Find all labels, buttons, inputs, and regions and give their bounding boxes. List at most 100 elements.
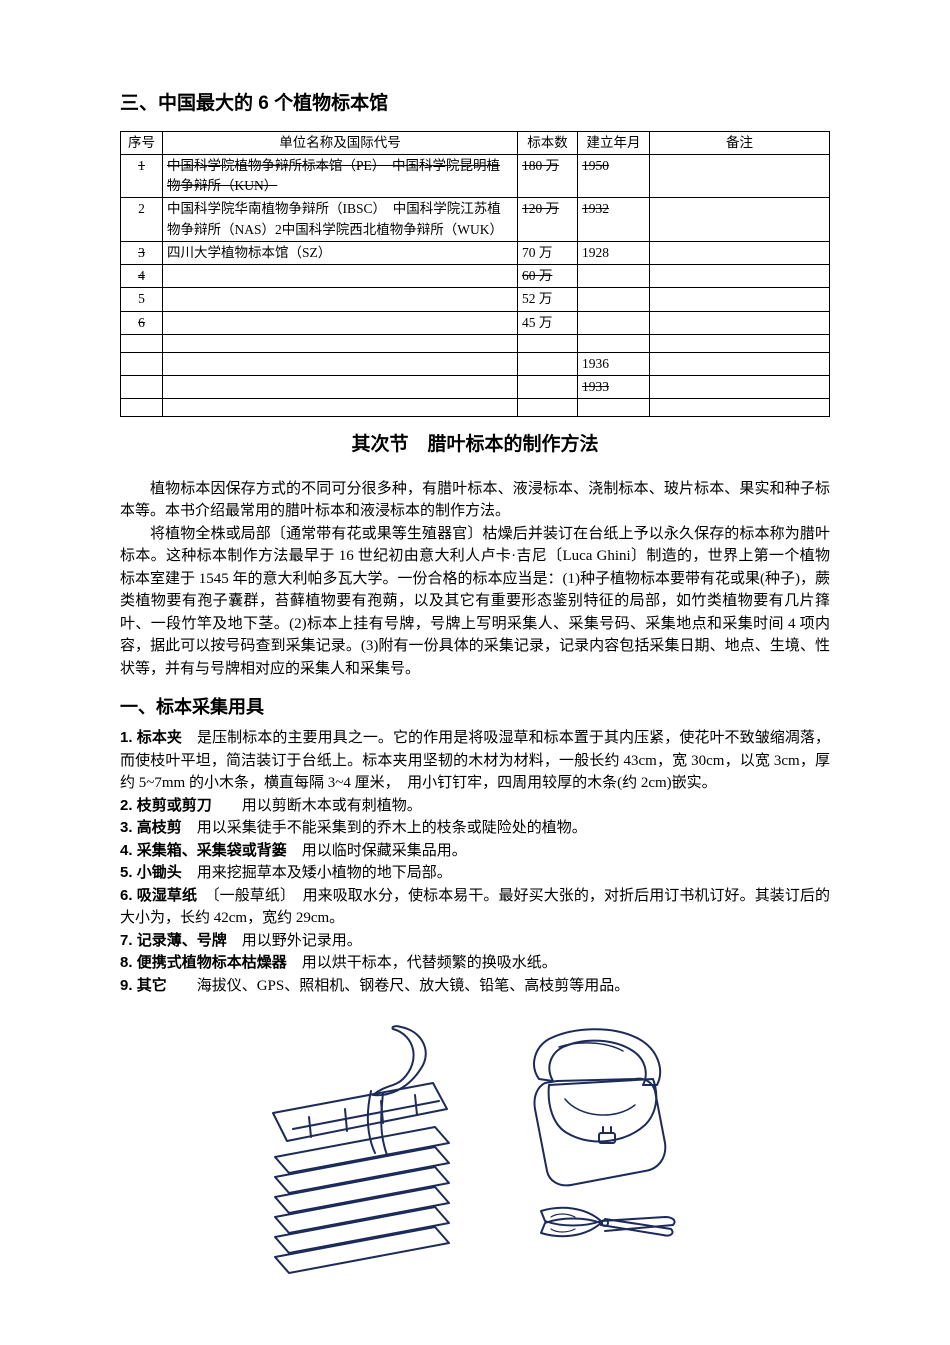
th-year: 建立年月 <box>578 131 650 154</box>
figures-row <box>120 1021 830 1281</box>
table-cell <box>163 399 518 417</box>
tool-item: 8. 便携式植物标本枯燥器 用以烘干标本，代替频繁的换吸水纸。 <box>120 952 830 975</box>
tool-number: 6. <box>120 887 137 904</box>
table-cell: 中国科学院华南植物争辩所（IBSC） 中国科学院江苏植物争辩所（NAS）2中国科… <box>163 198 518 242</box>
tool-item: 5. 小锄头 用来挖掘草本及矮小植物的地下局部。 <box>120 862 830 885</box>
tool-number: 9. <box>120 977 137 994</box>
tool-name: 采集箱、采集袋或背篓 <box>137 842 287 859</box>
table-cell <box>163 288 518 311</box>
table-row: 645 万 <box>121 311 830 334</box>
table-cell <box>121 352 163 375</box>
table-cell <box>650 399 830 417</box>
tool-item: 2. 枝剪或剪刀 用以剪断木本或有刺植物。 <box>120 795 830 818</box>
tool-item: 6. 吸湿草纸 〔一般草纸〕 用来吸取水分，使标本易干。最好买大张的，对折后用订… <box>120 885 830 930</box>
table-cell <box>121 399 163 417</box>
table-cell <box>163 376 518 399</box>
table-cell <box>163 265 518 288</box>
tool-desc: 用以剪断木本或有刺植物。 <box>212 798 422 814</box>
table-cell <box>121 334 163 352</box>
tool-item: 9. 其它 海拔仪、GPS、照相机、钢卷尺、放大镜、铅笔、高枝剪等用品。 <box>120 975 830 998</box>
figure-collecting-bag <box>505 1021 705 1281</box>
tool-number: 8. <box>120 954 137 971</box>
table-row <box>121 399 830 417</box>
table-cell <box>650 265 830 288</box>
table-cell: 1933 <box>578 376 650 399</box>
table-cell: 1950 <box>578 154 650 198</box>
tool-desc: 用以临时保藏采集品用。 <box>287 843 467 859</box>
table-cell: 60 万 <box>518 265 578 288</box>
tool-desc: 用以烘干标本，代替频繁的换吸水纸。 <box>287 955 557 971</box>
tool-name: 记录薄、号牌 <box>137 932 227 949</box>
table-cell <box>518 334 578 352</box>
th-spec: 标本数 <box>518 131 578 154</box>
table-cell <box>518 399 578 417</box>
table-cell: 四川大学植物标本馆（SZ） <box>163 241 518 264</box>
table-cell: 180 万 <box>518 154 578 198</box>
table-cell <box>650 334 830 352</box>
table-cell <box>518 376 578 399</box>
herbarium-table: 序号 单位名称及国际代号 标本数 建立年月 备注 1中国科学院植物争辩所标本馆（… <box>120 131 830 418</box>
table-cell <box>578 311 650 334</box>
tool-number: 2. <box>120 797 137 814</box>
table-cell: 3 <box>121 241 163 264</box>
table-cell <box>650 241 830 264</box>
bag-drawing <box>534 1029 675 1236</box>
section-title: 三、中国最大的 6 个植物标本馆 <box>120 90 830 119</box>
table-cell: 52 万 <box>518 288 578 311</box>
tool-desc: 用来挖掘草本及矮小植物的地下局部。 <box>182 865 452 881</box>
table-cell: 6 <box>121 311 163 334</box>
table-cell: 5 <box>121 288 163 311</box>
table-cell: 2 <box>121 198 163 242</box>
table-cell <box>578 288 650 311</box>
tool-name: 标本夹 <box>137 729 182 746</box>
table-cell <box>578 399 650 417</box>
table-cell: 1936 <box>578 352 650 375</box>
table-cell <box>578 334 650 352</box>
subsection-title: 其次节 腊叶标本的制作方法 <box>120 431 830 460</box>
table-cell <box>518 352 578 375</box>
table-cell <box>650 154 830 198</box>
table-cell <box>163 334 518 352</box>
th-note: 备注 <box>650 131 830 154</box>
tool-name: 高枝剪 <box>137 819 182 836</box>
table-row: 4 60 万 <box>121 265 830 288</box>
table-cell: 70 万 <box>518 241 578 264</box>
tool-desc: 用以野外记录用。 <box>227 933 362 949</box>
table-cell <box>121 376 163 399</box>
tool-number: 7. <box>120 932 137 949</box>
table-cell <box>650 198 830 242</box>
figure-specimen-press <box>245 1021 465 1281</box>
tool-name: 枝剪或剪刀 <box>137 797 212 814</box>
table-cell <box>163 311 518 334</box>
table-cell: 中国科学院植物争辩所标本馆（PE） 中国科学院昆明植物争辩所（KUN） <box>163 154 518 198</box>
tool-number: 3. <box>120 819 137 836</box>
paragraph-intro-2: 将植物全株或局部〔通常带有花或果等生殖器官〕枯燥后并装订在台纸上予以永久保存的标… <box>120 523 830 681</box>
tool-desc: 是压制标本的主要用具之一。它的作用是将吸湿草和标本置于其内压紧，使花叶不致皱缩凋… <box>120 730 830 791</box>
table-header-row: 序号 单位名称及国际代号 标本数 建立年月 备注 <box>121 131 830 154</box>
tool-number: 4. <box>120 842 137 859</box>
table-cell: 4 <box>121 265 163 288</box>
tools-title: 一、标本采集用具 <box>120 694 830 721</box>
tool-desc: 海拔仪、GPS、照相机、钢卷尺、放大镜、铅笔、高枝剪等用品。 <box>167 978 630 994</box>
table-cell: 1932 <box>578 198 650 242</box>
table-row: 2中国科学院华南植物争辩所（IBSC） 中国科学院江苏植物争辩所（NAS）2中国… <box>121 198 830 242</box>
tool-item: 4. 采集箱、采集袋或背篓 用以临时保藏采集品用。 <box>120 840 830 863</box>
tool-desc: 〔一般草纸〕 用来吸取水分，使标本易干。最好买大张的，对折后用订书机订好。其装订… <box>120 888 830 927</box>
table-cell <box>650 352 830 375</box>
tool-item: 3. 高枝剪 用以采集徒手不能采集到的乔木上的枝条或陡险处的植物。 <box>120 817 830 840</box>
tool-number: 5. <box>120 864 137 881</box>
table-row: 1933 <box>121 376 830 399</box>
table-cell: 1928 <box>578 241 650 264</box>
tool-item: 1. 标本夹 是压制标本的主要用具之一。它的作用是将吸湿草和标本置于其内压紧，使… <box>120 727 830 795</box>
th-name: 单位名称及国际代号 <box>163 131 518 154</box>
tool-name: 小锄头 <box>137 864 182 881</box>
table-row <box>121 334 830 352</box>
table-cell <box>578 265 650 288</box>
table-cell <box>650 311 830 334</box>
tool-item: 7. 记录薄、号牌 用以野外记录用。 <box>120 930 830 953</box>
table-row: 3四川大学植物标本馆（SZ）70 万1928 <box>121 241 830 264</box>
tool-number: 1. <box>120 729 137 746</box>
th-idx: 序号 <box>121 131 163 154</box>
tool-list: 1. 标本夹 是压制标本的主要用具之一。它的作用是将吸湿草和标本置于其内压紧，使… <box>120 727 830 997</box>
table-row: 1中国科学院植物争辩所标本馆（PE） 中国科学院昆明植物争辩所（KUN）180 … <box>121 154 830 198</box>
